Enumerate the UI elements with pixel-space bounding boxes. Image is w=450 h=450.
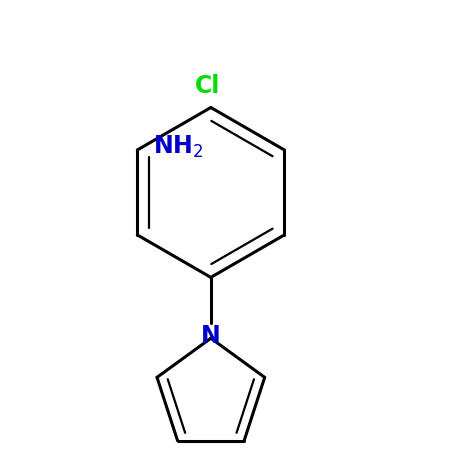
- Text: N: N: [201, 324, 220, 348]
- Text: NH$_2$: NH$_2$: [153, 134, 203, 160]
- Text: Cl: Cl: [195, 74, 220, 98]
